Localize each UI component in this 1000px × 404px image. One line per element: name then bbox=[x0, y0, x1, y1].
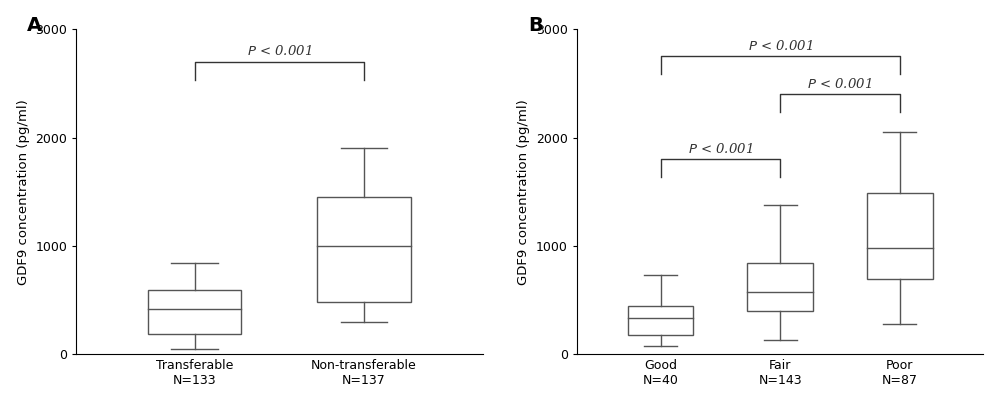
Y-axis label: GDF9 concentration (pg/ml): GDF9 concentration (pg/ml) bbox=[517, 99, 530, 285]
Text: $P$ < 0.001: $P$ < 0.001 bbox=[807, 77, 872, 91]
Text: $P$ < 0.001: $P$ < 0.001 bbox=[247, 44, 312, 59]
Bar bbox=[628, 306, 693, 335]
Bar bbox=[747, 263, 813, 311]
Text: A: A bbox=[27, 16, 42, 35]
Text: B: B bbox=[528, 16, 543, 35]
Bar bbox=[867, 193, 933, 278]
Bar bbox=[148, 290, 241, 334]
Text: $P$ < 0.001: $P$ < 0.001 bbox=[688, 142, 753, 156]
Y-axis label: GDF9 concentration (pg/ml): GDF9 concentration (pg/ml) bbox=[17, 99, 30, 285]
Text: $P$ < 0.001: $P$ < 0.001 bbox=[748, 39, 812, 53]
Bar bbox=[317, 197, 411, 303]
